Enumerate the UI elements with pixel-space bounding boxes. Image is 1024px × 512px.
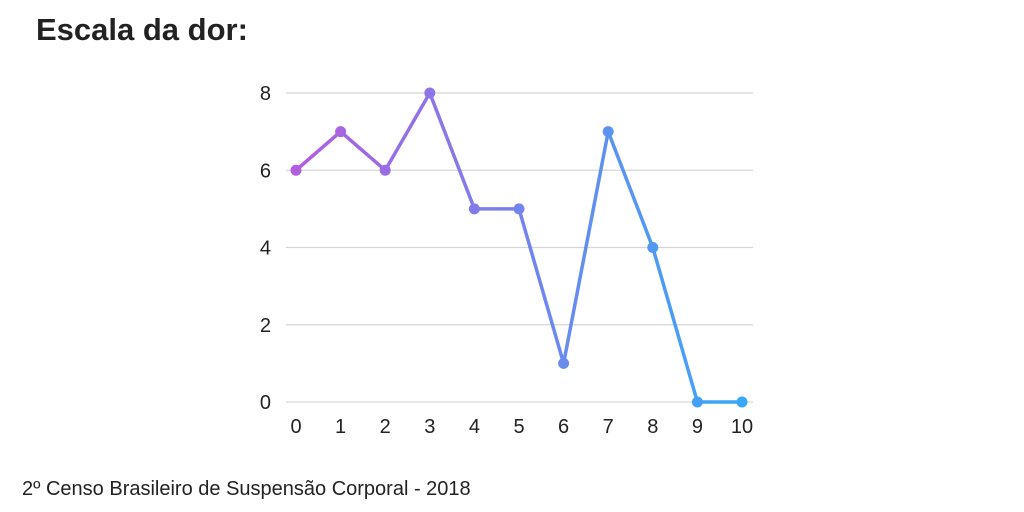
data-point bbox=[290, 164, 302, 176]
data-point bbox=[647, 242, 659, 253]
x-tick-label: 1 bbox=[335, 416, 346, 438]
x-tick-label: 5 bbox=[513, 416, 524, 438]
data-point bbox=[736, 396, 748, 408]
data-point bbox=[513, 203, 525, 215]
y-tick-label: 8 bbox=[260, 83, 271, 105]
data-point bbox=[468, 203, 480, 215]
data-point bbox=[602, 126, 614, 138]
data-point bbox=[558, 357, 570, 369]
x-tick-label: 10 bbox=[731, 416, 753, 438]
x-tick-label: 2 bbox=[380, 416, 391, 438]
data-point bbox=[335, 126, 347, 138]
data-point bbox=[424, 87, 436, 99]
y-tick-label: 6 bbox=[260, 160, 271, 182]
data-point bbox=[379, 164, 391, 176]
y-tick-label: 4 bbox=[260, 238, 271, 260]
x-tick-label: 3 bbox=[424, 416, 435, 438]
data-point bbox=[691, 396, 703, 408]
y-tick-label: 2 bbox=[260, 315, 271, 337]
x-tick-label: 0 bbox=[290, 416, 301, 438]
x-tick-label: 8 bbox=[647, 416, 658, 438]
x-tick-label: 6 bbox=[558, 416, 569, 438]
x-tick-label: 7 bbox=[603, 416, 614, 438]
y-tick-label: 0 bbox=[260, 392, 271, 414]
x-tick-label: 9 bbox=[692, 416, 703, 438]
chart-source-footer: 2º Censo Brasileiro de Suspensão Corpora… bbox=[22, 478, 471, 500]
chart-title: Escala da dor: bbox=[36, 12, 248, 47]
x-tick-label: 4 bbox=[469, 416, 480, 438]
